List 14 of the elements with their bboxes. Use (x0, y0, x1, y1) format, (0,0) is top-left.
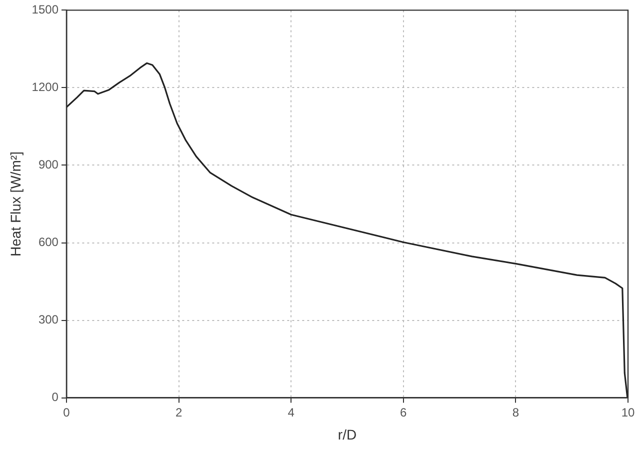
x-tick-label: 2 (175, 405, 182, 420)
y-tick-label: 900 (38, 158, 59, 172)
x-tick-label: 0 (63, 405, 70, 420)
y-tick-label: 300 (38, 312, 59, 327)
y-tick-label: 1200 (32, 80, 59, 94)
x-tick-label: 8 (512, 405, 520, 420)
x-tick-label: 10 (621, 405, 635, 420)
x-tick-label: 6 (400, 405, 408, 420)
y-axis-title: Heat Flux [W/m²] (7, 151, 24, 257)
x-tick-label: 4 (288, 405, 295, 420)
y-tick-label: 600 (38, 235, 59, 250)
x-axis-title: r/D (338, 426, 357, 442)
y-tick-label: 1500 (32, 2, 59, 17)
y-tick-label: 0 (52, 390, 59, 404)
